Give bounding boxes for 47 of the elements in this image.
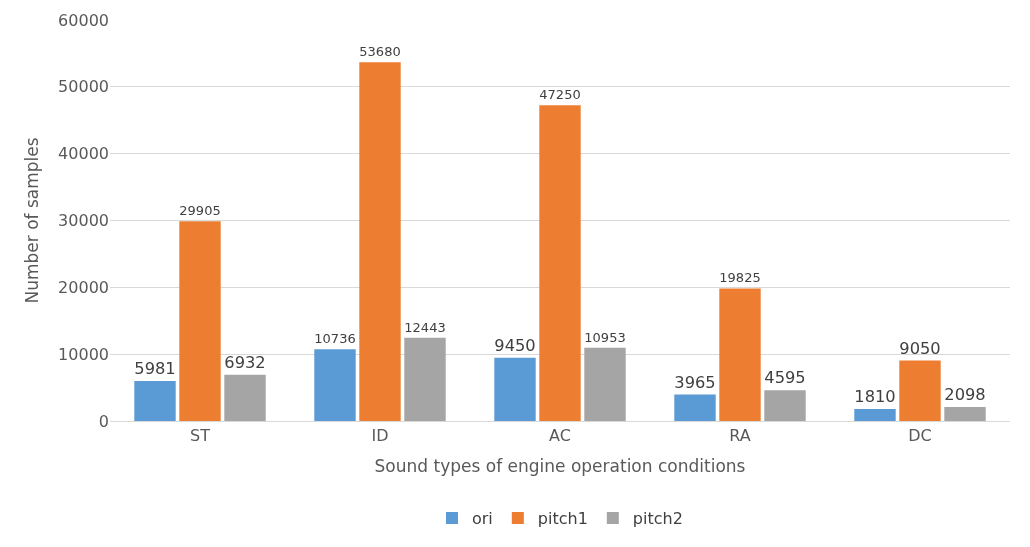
- data-label: 12443: [404, 319, 446, 335]
- y-tick-label: 40000: [58, 144, 109, 164]
- bar: [539, 105, 581, 421]
- data-label: 53680: [359, 44, 401, 60]
- y-axis-title: Number of samples: [21, 137, 42, 304]
- bar: [584, 347, 626, 421]
- y-tick-label: 10000: [58, 344, 109, 364]
- data-label: 1810: [854, 387, 896, 407]
- y-tick-label: 0: [98, 411, 109, 431]
- data-label: 10736: [314, 331, 356, 347]
- data-label: 9050: [899, 338, 941, 358]
- bar: [764, 390, 806, 421]
- x-tick-label: DC: [908, 426, 932, 446]
- data-label: 2098: [944, 385, 986, 405]
- data-label: 9450: [494, 336, 536, 356]
- bar: [494, 357, 536, 421]
- data-label: 4595: [764, 368, 806, 388]
- bar: [134, 381, 176, 421]
- bar: [314, 349, 356, 421]
- bar: [224, 374, 266, 421]
- y-tick-label: 60000: [58, 10, 109, 30]
- bar: [674, 394, 716, 421]
- x-tick-label: ST: [190, 426, 211, 446]
- bar: [944, 406, 986, 421]
- y-tick-label: 50000: [58, 77, 109, 97]
- x-tick-label: RA: [729, 426, 751, 446]
- y-tick-label: 30000: [58, 211, 109, 231]
- data-label: 29905: [179, 203, 221, 219]
- legend-label: pitch1: [537, 509, 588, 529]
- data-label: 19825: [719, 270, 761, 286]
- x-tick-label: AC: [549, 426, 571, 446]
- bar: [404, 337, 446, 421]
- legend-label: ori: [472, 509, 493, 529]
- bar: [179, 221, 221, 421]
- y-tick-label: 20000: [58, 277, 109, 297]
- x-axis-title: Sound types of engine operation conditions: [374, 455, 746, 476]
- x-tick-label: ID: [371, 426, 389, 446]
- data-label: 47250: [539, 87, 581, 103]
- legend-label: pitch2: [632, 509, 683, 529]
- data-label: 6932: [224, 352, 266, 372]
- bar: [899, 360, 941, 421]
- bar: [854, 408, 896, 421]
- bar: [359, 62, 401, 421]
- bar: [719, 288, 761, 421]
- data-label: 5981: [134, 359, 176, 379]
- data-label: 3965: [674, 372, 716, 392]
- data-label: 10953: [584, 329, 626, 345]
